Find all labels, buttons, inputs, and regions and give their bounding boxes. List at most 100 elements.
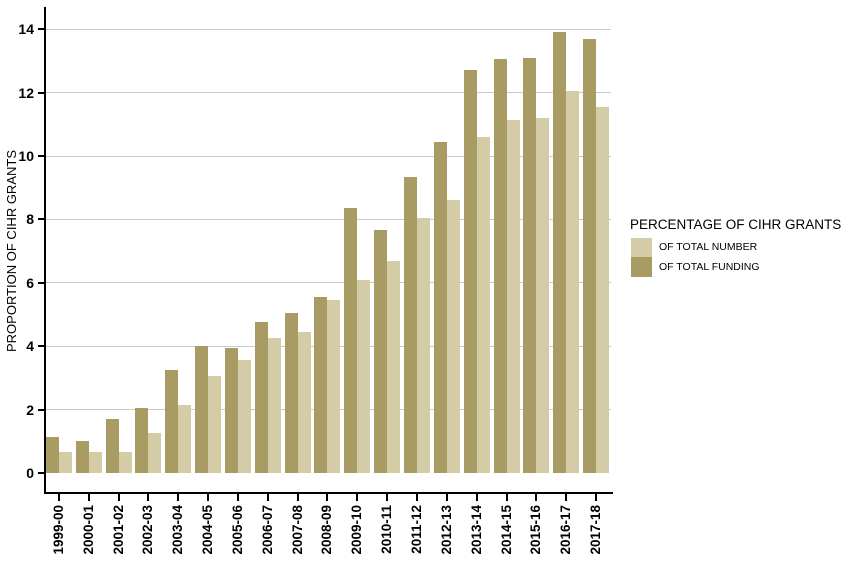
- bar-funding: [493, 59, 507, 473]
- bar-number: [178, 404, 192, 473]
- x-tick-label: 2005-06: [229, 505, 245, 555]
- x-axis-tick: [207, 494, 210, 501]
- x-tick-label: 2001-02: [110, 505, 126, 555]
- x-tick-label: 2013-14: [468, 505, 484, 555]
- bar-funding: [254, 322, 268, 473]
- bar-funding: [344, 208, 358, 473]
- x-axis-tick: [236, 494, 239, 501]
- x-tick-label: 1999-00: [50, 505, 66, 555]
- x-axis-tick: [505, 494, 508, 501]
- y-axis-tick: [38, 155, 45, 157]
- x-tick-label: 2008-09: [319, 505, 335, 555]
- x-axis-tick: [177, 494, 180, 501]
- y-axis-tick: [38, 281, 45, 284]
- y-tick-label: 12: [18, 84, 34, 101]
- bar-number: [566, 91, 580, 473]
- bar-funding: [284, 312, 298, 473]
- x-axis-tick: [87, 494, 90, 501]
- x-axis-tick: [535, 494, 538, 501]
- gridline: [46, 218, 611, 220]
- y-axis-tick: [38, 218, 45, 221]
- x-axis-tick: [57, 494, 60, 501]
- bar-number: [327, 300, 341, 473]
- y-axis-tick: [38, 408, 45, 411]
- x-axis-tick: [386, 494, 389, 501]
- bar-number: [208, 376, 222, 473]
- x-tick-label: 2009-10: [349, 505, 365, 555]
- bar-funding: [75, 441, 89, 473]
- bar-funding: [374, 230, 388, 473]
- bar-funding: [553, 32, 567, 473]
- y-tick-label: 10: [18, 148, 34, 164]
- bar-funding: [314, 297, 328, 473]
- bar-funding: [105, 419, 119, 473]
- legend-label-funding: OF TOTAL FUNDING: [659, 261, 760, 273]
- bar-funding: [165, 369, 179, 473]
- y-tick-label: 2: [26, 401, 34, 418]
- gridline: [46, 92, 611, 94]
- x-tick-label: 2003-04: [170, 505, 186, 555]
- y-axis-tick: [38, 472, 45, 474]
- x-tick-label: 2010-11: [379, 505, 395, 554]
- bar-funding: [135, 408, 149, 473]
- x-axis-tick: [595, 494, 598, 501]
- bar-number: [118, 452, 132, 473]
- y-tick-label: 8: [26, 211, 34, 228]
- y-axis-tick: [38, 28, 45, 31]
- y-tick-label: 4: [26, 338, 34, 355]
- legend-swatch-number: [631, 238, 652, 257]
- x-axis-tick: [296, 494, 299, 501]
- x-tick-label: 2012-13: [438, 505, 454, 555]
- x-tick-label: 2000-01: [80, 505, 96, 555]
- y-axis-tick: [38, 345, 45, 348]
- x-tick-label: 2011-12: [409, 505, 424, 554]
- y-axis-line: [44, 7, 46, 494]
- bar-funding: [463, 70, 477, 473]
- x-axis-tick: [117, 494, 120, 501]
- bar-number: [506, 119, 520, 473]
- bar-funding: [404, 176, 417, 473]
- bar-funding: [523, 57, 537, 473]
- legend-swatch-funding: [631, 257, 652, 277]
- x-tick-label: 2015-16: [528, 505, 544, 555]
- y-axis-tick: [38, 91, 45, 94]
- x-tick-label: 2006-07: [259, 505, 275, 555]
- y-tick-label: 14: [18, 21, 34, 38]
- x-tick-label: 2014-15: [498, 505, 514, 555]
- bar-number: [596, 106, 610, 473]
- x-tick-label: 2002-03: [140, 505, 156, 555]
- bar-number: [237, 360, 251, 473]
- y-axis-title: PROPORTION OF CIHR GRANTS: [4, 150, 19, 352]
- gridline: [46, 155, 611, 157]
- x-axis-tick: [147, 494, 150, 501]
- y-tick-label: 6: [26, 274, 34, 291]
- bar-funding: [45, 436, 59, 473]
- x-tick-label: 2016-17: [558, 505, 574, 555]
- x-axis-tick: [266, 494, 269, 501]
- bar-number: [297, 331, 311, 473]
- x-axis-tick: [416, 494, 418, 501]
- bar-number: [476, 136, 490, 473]
- bar-number: [417, 217, 430, 473]
- x-axis-tick: [565, 494, 568, 501]
- x-axis-tick: [356, 494, 359, 501]
- legend-label-number: OF TOTAL NUMBER: [659, 241, 758, 253]
- x-tick-label: 2004-05: [200, 505, 216, 555]
- bar-funding: [224, 347, 238, 473]
- x-axis-tick: [326, 494, 329, 501]
- bar-funding: [195, 346, 209, 473]
- gridline: [46, 28, 611, 30]
- bar-funding: [433, 141, 447, 473]
- y-tick-label: 0: [26, 465, 34, 481]
- legend-title: PERCENTAGE OF CIHR GRANTS: [630, 217, 842, 232]
- bar-number: [446, 200, 460, 473]
- bar-number: [536, 117, 550, 473]
- x-axis-tick: [445, 494, 448, 501]
- bar-number: [148, 433, 162, 473]
- bar-number: [387, 260, 401, 473]
- bar-number: [357, 279, 371, 473]
- bar-number: [88, 452, 102, 473]
- x-tick-label: 2007-08: [289, 505, 305, 555]
- x-axis-line: [44, 492, 613, 494]
